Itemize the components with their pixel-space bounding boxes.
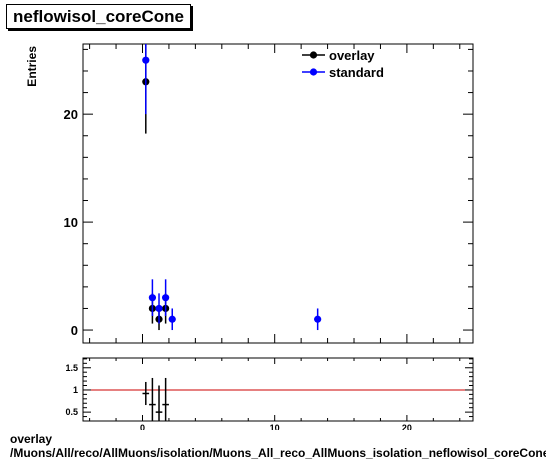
legend: overlay standard <box>302 48 384 80</box>
legend-label: standard <box>329 65 384 80</box>
chart-canvas: 0 10 20 Entries overlay standard 0 10 20 0.5 1 1.… <box>25 43 474 430</box>
ratio-x-tick-label: 10 <box>270 423 280 430</box>
point-standard-marker <box>155 304 163 313</box>
point-standard-marker <box>314 315 322 323</box>
y-tick-label: 0 <box>71 323 78 338</box>
legend-label: overlay <box>329 48 375 63</box>
ratio-plot-frame <box>82 357 474 422</box>
ratio-y-tick-label: 0.5 <box>65 407 78 417</box>
point-standard-marker <box>142 56 150 64</box>
y-axis-label: Entries <box>25 46 39 87</box>
ratio-y-tick-label: 1 <box>73 385 78 395</box>
footer-path: /Muons/All/reco/AllMuons/isolation/Muons… <box>10 446 546 460</box>
main-plot-border <box>82 43 474 344</box>
legend-marker <box>309 51 318 59</box>
series-standard <box>142 44 322 331</box>
point-standard-marker <box>148 294 157 302</box>
point-standard-marker <box>168 315 176 323</box>
main-plot-series <box>142 44 322 331</box>
ratio-x-tick-label: 0 <box>140 423 145 430</box>
ratio-x-tick-label: 20 <box>402 423 412 430</box>
legend-marker <box>309 68 318 76</box>
main-plot-axes: 0 10 20 Entries <box>25 44 473 343</box>
point-standard-marker <box>162 294 170 302</box>
ratio-y-tick-label: 1.5 <box>65 363 78 373</box>
y-tick-label: 20 <box>64 107 78 122</box>
main-plot-frame <box>82 43 474 344</box>
chart-title: neflowisol_coreCone <box>6 4 191 29</box>
ratio-plot-points <box>142 377 169 421</box>
y-tick-label: 10 <box>64 215 78 230</box>
footer-label: overlay <box>10 432 53 446</box>
